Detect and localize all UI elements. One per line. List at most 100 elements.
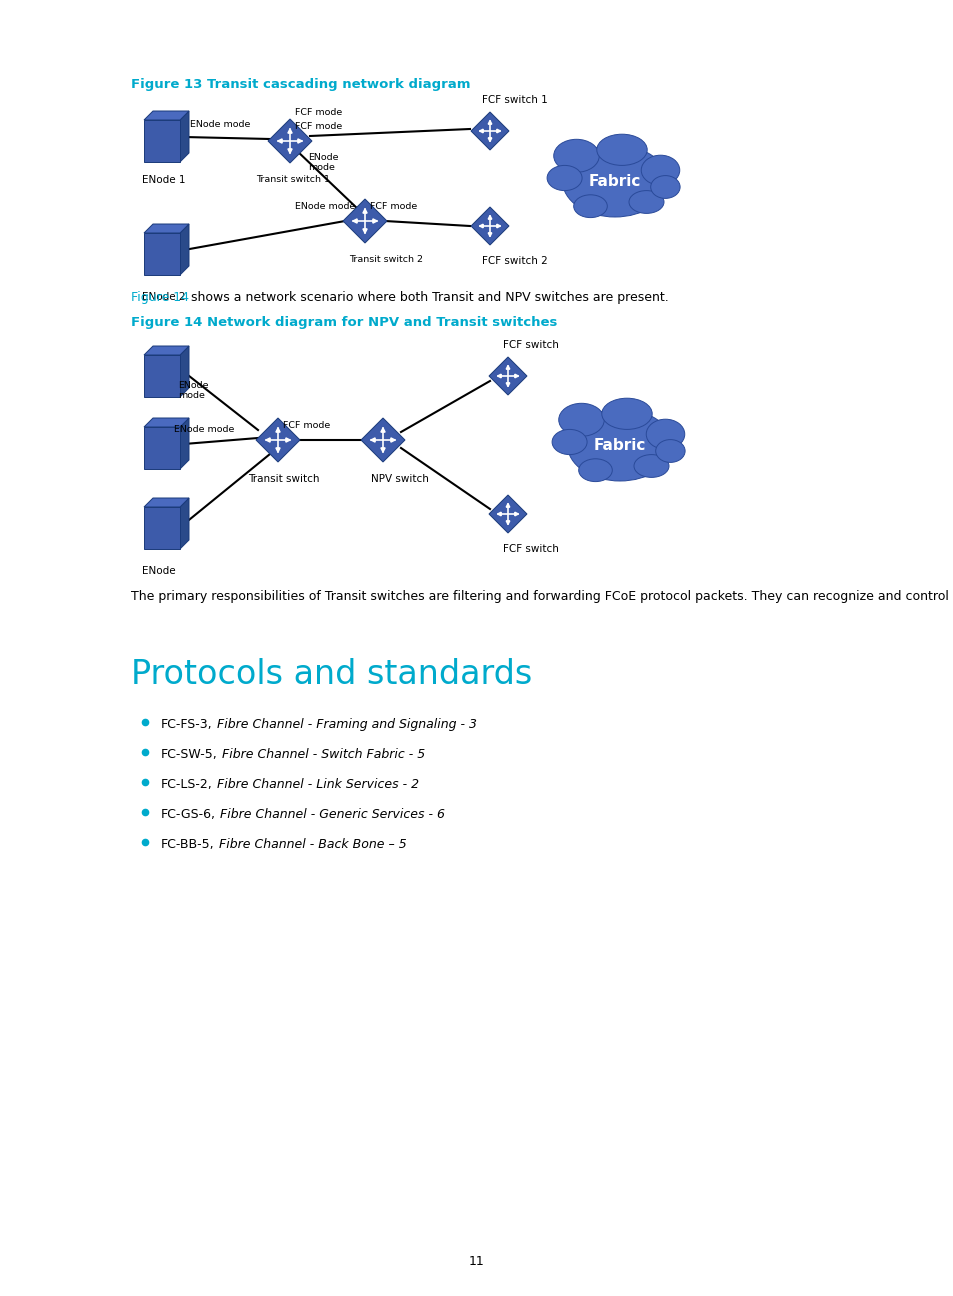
Polygon shape bbox=[479, 224, 483, 228]
Polygon shape bbox=[144, 233, 180, 275]
Polygon shape bbox=[373, 219, 376, 223]
Polygon shape bbox=[180, 346, 189, 397]
Text: Figure 13 Transit cascading network diagram: Figure 13 Transit cascading network diag… bbox=[131, 78, 470, 91]
Text: NPV switch: NPV switch bbox=[371, 474, 429, 483]
Polygon shape bbox=[288, 149, 292, 153]
Polygon shape bbox=[489, 495, 526, 533]
Polygon shape bbox=[144, 121, 180, 162]
Text: FCF switch 2: FCF switch 2 bbox=[481, 257, 547, 266]
Polygon shape bbox=[144, 419, 189, 426]
Polygon shape bbox=[488, 137, 492, 141]
Polygon shape bbox=[371, 438, 375, 442]
Ellipse shape bbox=[645, 419, 684, 450]
Polygon shape bbox=[506, 365, 509, 369]
Text: Transit switch: Transit switch bbox=[248, 474, 319, 483]
Text: Fabric: Fabric bbox=[588, 174, 640, 188]
Text: FCF switch 1: FCF switch 1 bbox=[481, 95, 547, 105]
Text: ENode 1: ENode 1 bbox=[142, 175, 185, 185]
Ellipse shape bbox=[558, 403, 603, 437]
Text: FC-BB-5,: FC-BB-5, bbox=[161, 839, 214, 851]
Text: ENode mode: ENode mode bbox=[294, 202, 355, 211]
Text: FCF switch: FCF switch bbox=[502, 544, 558, 553]
Ellipse shape bbox=[562, 145, 667, 216]
Polygon shape bbox=[180, 419, 189, 469]
Polygon shape bbox=[497, 512, 500, 516]
Text: FCF mode: FCF mode bbox=[370, 202, 416, 211]
Text: FC-FS-3,: FC-FS-3, bbox=[161, 718, 213, 731]
Polygon shape bbox=[391, 438, 395, 442]
Text: 11: 11 bbox=[469, 1255, 484, 1267]
Polygon shape bbox=[497, 130, 500, 132]
Ellipse shape bbox=[552, 429, 586, 455]
Polygon shape bbox=[266, 438, 270, 442]
Ellipse shape bbox=[553, 139, 598, 172]
Ellipse shape bbox=[650, 175, 679, 198]
Text: ENode
mode: ENode mode bbox=[308, 153, 338, 172]
Polygon shape bbox=[144, 355, 180, 397]
Polygon shape bbox=[277, 139, 282, 143]
Text: FC-LS-2,: FC-LS-2, bbox=[161, 778, 213, 791]
Polygon shape bbox=[380, 448, 385, 452]
Ellipse shape bbox=[628, 191, 663, 214]
Text: Fibre Channel - Framing and Signaling - 3: Fibre Channel - Framing and Signaling - … bbox=[213, 718, 476, 731]
Polygon shape bbox=[488, 121, 492, 124]
Polygon shape bbox=[471, 111, 509, 150]
Text: The primary responsibilities of Transit switches are filtering and forwarding FC: The primary responsibilities of Transit … bbox=[131, 590, 953, 603]
Polygon shape bbox=[362, 209, 367, 213]
Polygon shape bbox=[506, 521, 509, 525]
Text: FCF mode: FCF mode bbox=[294, 108, 342, 117]
Polygon shape bbox=[360, 419, 405, 461]
Text: Transit switch 2: Transit switch 2 bbox=[349, 255, 422, 264]
Polygon shape bbox=[506, 382, 509, 386]
Text: ENode mode: ENode mode bbox=[173, 425, 234, 434]
Text: Fibre Channel - Link Services - 2: Fibre Channel - Link Services - 2 bbox=[213, 778, 418, 791]
Polygon shape bbox=[471, 207, 509, 245]
Polygon shape bbox=[497, 224, 500, 228]
Text: FCF mode: FCF mode bbox=[283, 421, 330, 430]
Text: ENode mode: ENode mode bbox=[190, 121, 250, 130]
Polygon shape bbox=[343, 200, 387, 244]
Polygon shape bbox=[489, 356, 526, 395]
Polygon shape bbox=[144, 426, 180, 469]
Polygon shape bbox=[488, 215, 492, 219]
Polygon shape bbox=[268, 119, 312, 163]
Polygon shape bbox=[275, 448, 280, 452]
Ellipse shape bbox=[567, 410, 672, 481]
Text: Fabric: Fabric bbox=[593, 438, 645, 452]
Ellipse shape bbox=[578, 459, 612, 482]
Text: Fibre Channel - Switch Fabric - 5: Fibre Channel - Switch Fabric - 5 bbox=[217, 748, 424, 761]
Text: Protocols and standards: Protocols and standards bbox=[131, 658, 532, 691]
Polygon shape bbox=[297, 139, 302, 143]
Polygon shape bbox=[515, 375, 517, 378]
Polygon shape bbox=[506, 504, 509, 507]
Text: FC-SW-5,: FC-SW-5, bbox=[161, 748, 217, 761]
Text: ENode 2: ENode 2 bbox=[142, 292, 185, 302]
Text: Fibre Channel - Back Bone – 5: Fibre Channel - Back Bone – 5 bbox=[214, 839, 406, 851]
Polygon shape bbox=[144, 111, 189, 121]
Polygon shape bbox=[362, 229, 367, 233]
Text: shows a network scenario where both Transit and NPV switches are present.: shows a network scenario where both Tran… bbox=[187, 292, 668, 305]
Polygon shape bbox=[144, 346, 189, 355]
Ellipse shape bbox=[601, 398, 652, 429]
Polygon shape bbox=[275, 428, 280, 432]
Polygon shape bbox=[497, 375, 500, 378]
Polygon shape bbox=[180, 498, 189, 550]
Text: Figure 14 Network diagram for NPV and Transit switches: Figure 14 Network diagram for NPV and Tr… bbox=[131, 316, 557, 329]
Polygon shape bbox=[488, 233, 492, 236]
Polygon shape bbox=[479, 130, 483, 132]
Polygon shape bbox=[180, 111, 189, 162]
Ellipse shape bbox=[573, 194, 607, 218]
Text: Fibre Channel - Generic Services - 6: Fibre Channel - Generic Services - 6 bbox=[215, 807, 444, 820]
Text: ENode
mode: ENode mode bbox=[178, 381, 209, 400]
Polygon shape bbox=[180, 224, 189, 275]
Text: FC-GS-6,: FC-GS-6, bbox=[161, 807, 215, 820]
Ellipse shape bbox=[634, 455, 668, 477]
Ellipse shape bbox=[597, 135, 646, 166]
Text: FCF mode: FCF mode bbox=[294, 122, 342, 131]
Polygon shape bbox=[286, 438, 290, 442]
Polygon shape bbox=[144, 507, 180, 550]
Text: ENode: ENode bbox=[142, 566, 175, 575]
Ellipse shape bbox=[640, 156, 679, 185]
Ellipse shape bbox=[655, 439, 684, 463]
Polygon shape bbox=[144, 224, 189, 233]
